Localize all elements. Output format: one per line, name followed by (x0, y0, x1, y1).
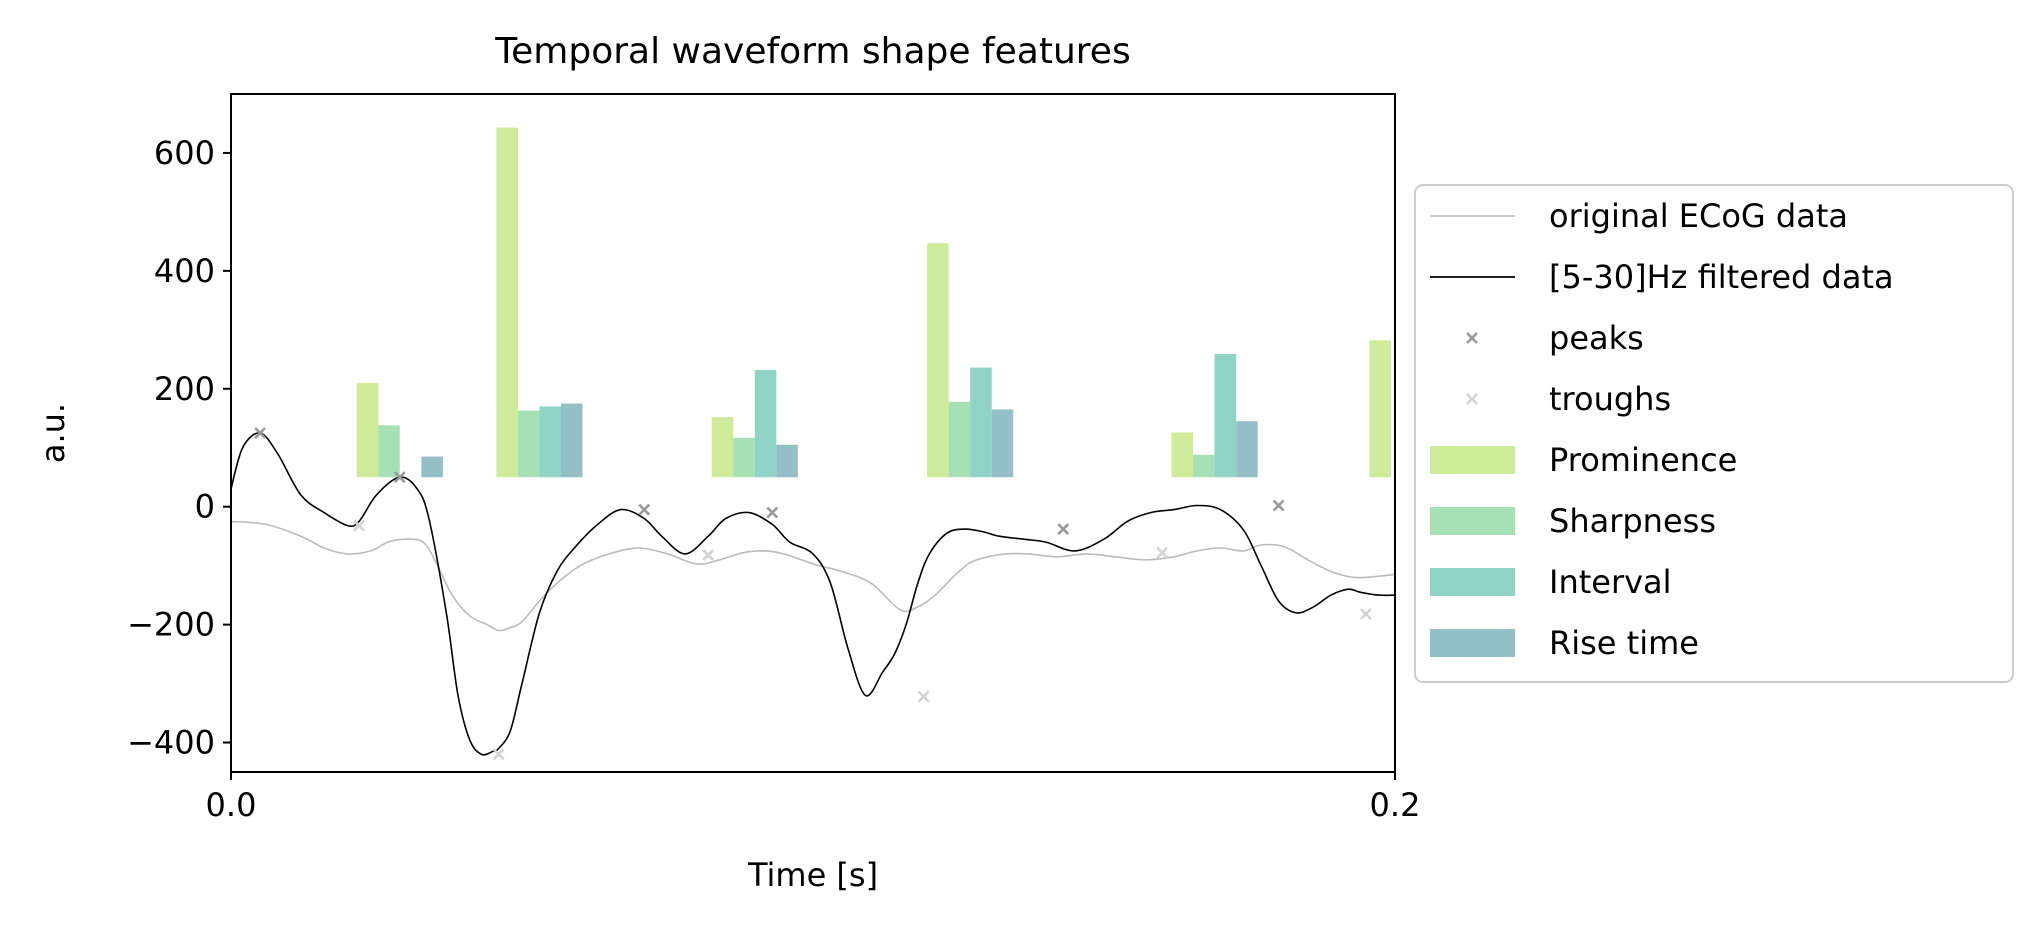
legend-item-prominence: Prominence (1430, 441, 1737, 479)
peak-marker-0 (254, 427, 267, 439)
feature-bars (356, 127, 1391, 478)
x-tick-label: 0.2 (1370, 786, 1421, 824)
x-axis-ticks: 0.0 0.2 (206, 772, 1421, 824)
trough-marker-4 (1156, 546, 1169, 559)
legend-box (1414, 184, 2014, 683)
legend-swatch (1430, 568, 1515, 596)
chart-title: Temporal waveform shape features (494, 31, 1130, 72)
bar-rise-time-3 (991, 409, 1014, 478)
bar-interval-1 (539, 406, 561, 478)
bar-rise-time-0 (421, 456, 443, 478)
y-axis-label: a.u. (34, 403, 72, 463)
legend-label: Prominence (1549, 441, 1737, 479)
bar-interval-2 (754, 369, 777, 478)
peak-marker-1 (393, 471, 406, 484)
plot-area (231, 127, 1395, 761)
bar-sharpness-2 (733, 437, 755, 478)
y-tick-label: 200 (154, 370, 215, 408)
legend-swatch (1430, 446, 1515, 474)
legend-item-original-ecog-data: original ECoG data (1430, 197, 1848, 235)
bar-prominence-0 (356, 382, 379, 478)
trough-marker-5 (1359, 608, 1372, 620)
legend-item-5-30-hz-filtered-data: [5-30]Hz filtered data (1430, 258, 1894, 296)
trough-marker-3 (917, 690, 930, 703)
legend-label: Interval (1549, 563, 1672, 601)
y-axis-ticks: 600 400 200 0 −200 −400 (127, 134, 231, 762)
bar-prominence-5 (1369, 340, 1391, 478)
legend: original ECoG data [5-30]Hz filtered data… (1414, 184, 2014, 683)
trough-marker-1 (492, 748, 505, 761)
legend-label: original ECoG data (1549, 197, 1848, 235)
extrema-markers (254, 427, 1372, 761)
y-tick-label: 0 (195, 488, 215, 526)
line-original-ecog (231, 520, 1395, 632)
bar-interval-4 (1214, 353, 1237, 478)
legend-item-peaks: peaks (1466, 319, 1644, 357)
bar-sharpness-0 (378, 425, 400, 478)
bar-rise-time-4 (1236, 421, 1258, 478)
legend-swatch (1430, 629, 1515, 657)
peak-marker-2 (638, 503, 651, 516)
legend-label: Sharpness (1549, 502, 1716, 540)
bar-prominence-1 (496, 127, 518, 478)
peak-marker-5 (1272, 499, 1285, 512)
legend-item-sharpness: Sharpness (1430, 502, 1716, 540)
legend-item-troughs: troughs (1466, 380, 1671, 418)
bar-sharpness-1 (517, 410, 540, 478)
legend-label: troughs (1549, 380, 1671, 418)
legend-label: Rise time (1549, 624, 1699, 662)
bar-prominence-2 (711, 417, 734, 478)
legend-label: [5-30]Hz filtered data (1549, 258, 1894, 296)
legend-label: peaks (1549, 319, 1644, 357)
y-tick-label: −200 (127, 606, 215, 644)
peak-marker-4 (1057, 523, 1070, 536)
bar-rise-time-1 (560, 403, 583, 478)
y-tick-label: 600 (154, 134, 215, 172)
legend-item-rise-time: Rise time (1430, 624, 1699, 662)
line-filtered (231, 432, 1395, 756)
bar-sharpness-3 (948, 401, 971, 478)
bar-rise-time-2 (776, 444, 798, 478)
axes-frame (230, 93, 1396, 773)
signal-lines (231, 432, 1395, 756)
bar-prominence-4 (1171, 432, 1194, 478)
peak-marker-3 (766, 506, 779, 519)
trough-marker-0 (353, 519, 365, 532)
trough-marker-2 (702, 549, 715, 561)
bar-interval-3 (970, 367, 992, 478)
legend-swatch (1430, 507, 1515, 535)
legend-swatch (1466, 393, 1478, 405)
legend-item-interval: Interval (1430, 563, 1672, 601)
x-axis-label: Time [s] (747, 856, 878, 894)
x-tick-label: 0.0 (206, 786, 257, 824)
bar-prominence-3 (927, 243, 949, 478)
y-tick-label: −400 (127, 724, 215, 762)
y-tick-label: 400 (154, 252, 215, 290)
legend-swatch (1466, 332, 1478, 344)
bar-sharpness-4 (1193, 454, 1215, 478)
